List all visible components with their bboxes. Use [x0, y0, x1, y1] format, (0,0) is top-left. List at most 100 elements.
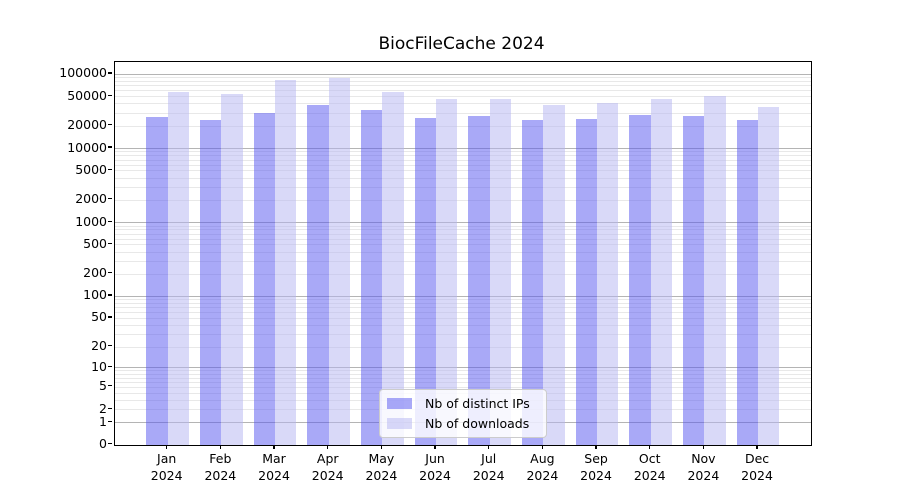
bar-nb-of-distinct-ips-jun-2024 — [414, 117, 437, 445]
bar-nb-of-downloads-nov-2024 — [704, 96, 726, 445]
y-tick-label-0: 0 — [99, 436, 107, 451]
y-tick-label-100: 100 — [83, 287, 107, 303]
y-tick-label-20000: 20000 — [67, 117, 107, 133]
y-tick-label-100000: 100000 — [59, 65, 107, 81]
x-tick-mark-nov-2024 — [702, 445, 704, 449]
gridline-90 — [114, 299, 811, 301]
gridline-8 — [114, 373, 811, 375]
y-tick-label-1000: 1000 — [75, 213, 107, 229]
x-tick-mark-feb-2024 — [219, 445, 221, 449]
bar-nb-of-distinct-ips-dec-2024 — [736, 120, 759, 445]
x-tick-mark-apr-2024 — [327, 445, 329, 449]
y-tick-label-500: 500 — [83, 235, 107, 251]
x-tick-label-nov-2024: Nov 2024 — [687, 450, 720, 483]
y-tick-label-5000: 5000 — [75, 161, 107, 177]
y-tick-label-2: 2 — [99, 400, 107, 416]
y-tick-mark-100 — [108, 294, 112, 296]
y-tick-mark-2000 — [108, 198, 112, 200]
y-tick-label-50000: 50000 — [67, 87, 107, 103]
x-tick-label-jun-2024: Jun 2024 — [419, 450, 451, 483]
y-tick-label-10: 10 — [91, 358, 107, 374]
gridline-10000 — [114, 148, 811, 150]
y-tick-mark-1 — [108, 420, 112, 422]
x-tick-label-jul-2024: Jul 2024 — [472, 450, 505, 483]
y-tick-mark-10 — [108, 365, 112, 367]
gridline-2000 — [114, 199, 811, 201]
gridlines-layer — [114, 62, 811, 445]
x-tick-mark-sep-2024 — [595, 445, 597, 449]
x-tick-label-aug-2024: Aug 2024 — [526, 450, 559, 483]
gridline-8000 — [114, 155, 811, 157]
bar-nb-of-downloads-jan-2024 — [167, 92, 190, 445]
y-tick-mark-50 — [108, 316, 112, 318]
y-tick-mark-5000 — [108, 168, 112, 170]
x-tick-label-dec-2024: Dec 2024 — [741, 450, 773, 483]
x-tick-mark-jan-2024 — [166, 445, 168, 449]
bar-nb-of-distinct-ips-sep-2024 — [575, 119, 598, 445]
gridline-5 — [114, 386, 811, 388]
gridline-7000 — [114, 159, 811, 161]
gridline-700 — [114, 233, 811, 235]
gridline-300 — [114, 260, 811, 262]
y-tick-label-2000: 2000 — [75, 191, 107, 207]
gridline-6 — [114, 381, 811, 383]
x-tick-label-sep-2024: Sep 2024 — [580, 450, 612, 483]
gridline-80000 — [114, 81, 811, 83]
gridline-400 — [114, 251, 811, 253]
bar-nb-of-downloads-sep-2024 — [597, 103, 619, 445]
y-tick-label-1: 1 — [99, 413, 107, 429]
bar-nb-of-downloads-jun-2024 — [436, 99, 458, 445]
y-tick-mark-50000 — [108, 94, 112, 96]
gridline-40000 — [114, 103, 811, 105]
legend-item-downloads: Nb of downloads — [387, 417, 538, 430]
y-tick-label-200: 200 — [83, 265, 107, 281]
chart-title: BiocFileCache 2024 — [378, 34, 545, 54]
bar-nb-of-downloads-dec-2024 — [758, 106, 780, 445]
y-tick-mark-500 — [108, 242, 112, 245]
gridline-60000 — [114, 90, 811, 92]
gridline-70000 — [114, 85, 811, 87]
legend-item-distinct-ips: Nb of distinct IPs — [387, 397, 538, 410]
x-tick-label-jan-2024: Jan 2024 — [150, 450, 183, 483]
gridline-100000 — [114, 73, 811, 75]
y-tick-mark-2 — [108, 407, 112, 409]
gridline-70 — [114, 307, 811, 309]
gridline-600 — [114, 238, 811, 240]
gridline-900 — [114, 225, 811, 227]
x-tick-mark-jul-2024 — [488, 445, 490, 449]
gridline-60 — [114, 312, 811, 314]
y-tick-mark-20 — [108, 344, 112, 347]
bar-nb-of-distinct-ips-jan-2024 — [146, 116, 168, 445]
bar-nb-of-distinct-ips-feb-2024 — [199, 119, 222, 445]
gridline-10 — [114, 367, 811, 369]
x-tick-mark-aug-2024 — [541, 445, 543, 449]
x-tick-label-feb-2024: Feb 2024 — [204, 450, 237, 483]
gridline-50 — [114, 317, 811, 319]
gridline-9000 — [114, 151, 811, 153]
bar-nb-of-distinct-ips-may-2024 — [360, 109, 383, 445]
legend-label-downloads: Nb of downloads — [425, 416, 530, 431]
bar-nb-of-distinct-ips-oct-2024 — [629, 115, 651, 445]
gridline-200 — [114, 273, 811, 275]
bar-nb-of-downloads-jul-2024 — [489, 99, 512, 445]
bar-nb-of-downloads-feb-2024 — [221, 94, 243, 445]
x-tick-mark-mar-2024 — [273, 445, 275, 449]
bars-layer — [115, 62, 812, 445]
gridline-6000 — [114, 164, 811, 166]
y-tick-mark-100000 — [108, 72, 112, 74]
gridline-500 — [114, 244, 811, 246]
gridline-20000 — [114, 125, 811, 127]
y-tick-mark-0 — [108, 442, 112, 445]
x-tick-mark-dec-2024 — [756, 445, 758, 449]
gridline-3000 — [114, 186, 811, 188]
gridline-30 — [114, 333, 811, 335]
gridline-40 — [114, 324, 811, 326]
gridline-90000 — [114, 77, 811, 79]
y-tick-mark-20000 — [108, 124, 112, 126]
gridline-100 — [114, 295, 811, 297]
bar-nb-of-distinct-ips-mar-2024 — [253, 112, 276, 445]
legend-swatch-distinct-ips — [387, 398, 412, 409]
x-tick-mark-may-2024 — [380, 445, 382, 449]
gridline-9 — [114, 370, 811, 372]
x-tick-label-may-2024: May 2024 — [365, 450, 398, 483]
